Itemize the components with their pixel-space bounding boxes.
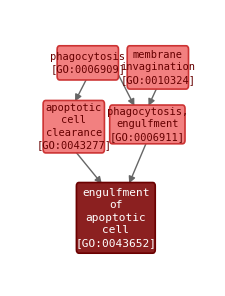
FancyBboxPatch shape [43,100,104,153]
Text: engulfment
of
apoptotic
cell
[GO:0043652]: engulfment of apoptotic cell [GO:0043652… [75,188,156,248]
Text: phagocytosis,
engulfment
[GO:0006911]: phagocytosis, engulfment [GO:0006911] [106,107,187,142]
FancyBboxPatch shape [57,46,118,80]
Text: membrane
invagination
[GO:0010324]: membrane invagination [GO:0010324] [120,50,194,85]
Text: phagocytosis
[GO:0006909]: phagocytosis [GO:0006909] [50,52,125,74]
FancyBboxPatch shape [76,183,155,253]
Text: apoptotic
cell
clearance
[GO:0043277]: apoptotic cell clearance [GO:0043277] [36,103,111,150]
FancyBboxPatch shape [127,46,188,89]
FancyBboxPatch shape [109,105,184,144]
